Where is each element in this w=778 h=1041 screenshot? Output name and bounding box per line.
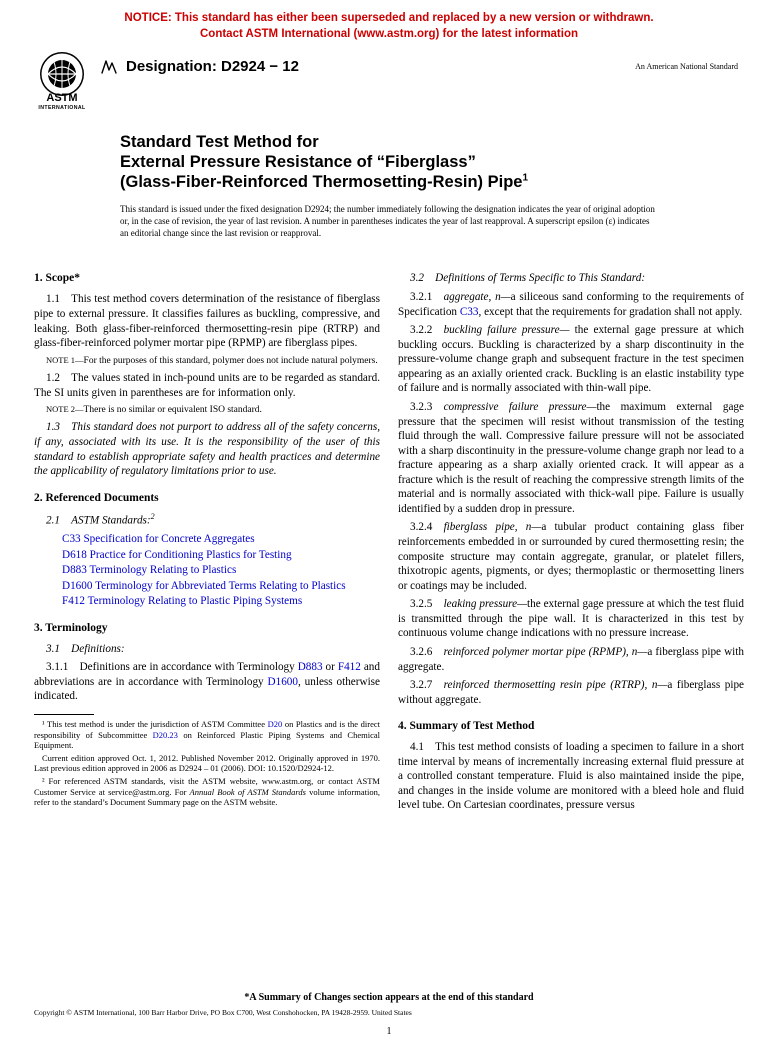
note1-label: NOTE 1—: [46, 355, 84, 365]
designation-block: Designation: D2924 − 12: [100, 50, 635, 81]
ref-title-link[interactable]: Terminology Relating to Plastics: [89, 564, 236, 576]
reference-list: C33 Specification for Concrete Aggregate…: [34, 532, 380, 609]
document-title: Standard Test Method for External Pressu…: [0, 112, 778, 198]
term-3-1: 3.1 Definitions:: [34, 642, 380, 657]
title-line3: (Glass-Fiber-Reinforced Thermosetting-Re…: [120, 173, 522, 191]
note-1: NOTE 1—For the purposes of this standard…: [34, 355, 380, 367]
notice-line1: NOTICE: This standard has either been su…: [124, 12, 653, 24]
link-c33[interactable]: C33: [460, 306, 479, 318]
def-num: 3.2.5: [410, 598, 444, 610]
def-3-2-2: 3.2.2 buckling failure pressure— the ext…: [398, 323, 744, 396]
notice-line2: Contact ASTM International (www.astm.org…: [200, 28, 578, 40]
def-term: buckling failure pressure—: [444, 324, 570, 336]
link-d1600[interactable]: D1600: [268, 676, 298, 688]
def-term: reinforced polymer mortar pipe (RPMP), n…: [444, 646, 648, 658]
issuance-paragraph: This standard is issued under the fixed …: [0, 198, 778, 247]
astm-logo: ASTM INTERNATIONAL: [34, 50, 90, 112]
header-row: ASTM INTERNATIONAL Designation: D2924 − …: [0, 46, 778, 112]
body-columns: 1. Scope* 1.1 This test method covers de…: [0, 247, 778, 817]
title-sup: 1: [522, 173, 528, 184]
ref-item: D618 Practice for Conditioning Plastics …: [46, 548, 380, 563]
def-term: aggregate, n—: [444, 291, 511, 303]
footnote-1b: Current edition approved Oct. 1, 2012. P…: [34, 753, 380, 774]
fn1-link1[interactable]: D20: [268, 719, 283, 729]
def-body-b: , except that the requirements for grada…: [478, 306, 742, 318]
ref-title-link[interactable]: Practice for Conditioning Plastics for T…: [90, 549, 292, 561]
def-term: reinforced thermosetting resin pipe (RTR…: [444, 679, 668, 691]
term-3-1-1: 3.1.1 Definitions are in accordance with…: [34, 660, 380, 704]
def-num: 3.2.2: [410, 324, 444, 336]
term-3-2: 3.2 Definitions of Terms Specific to Thi…: [398, 271, 744, 286]
ref-item: C33 Specification for Concrete Aggregate…: [46, 532, 380, 547]
withdrawal-notice: NOTICE: This standard has either been su…: [0, 0, 778, 46]
t311b: or: [323, 661, 338, 673]
def-term: fiberglass pipe, n—: [444, 521, 542, 533]
ref-code-link[interactable]: F412: [62, 595, 85, 607]
footnote-1: ¹ This test method is under the jurisdic…: [34, 719, 380, 751]
def-num: 3.2.3: [410, 401, 444, 413]
refdocs-sup: 2: [151, 512, 155, 521]
fn1-link2[interactable]: D20.23: [153, 730, 178, 740]
footnotes: ¹ This test method is under the jurisdic…: [34, 719, 380, 808]
scope-1-1: 1.1 This test method covers determinatio…: [34, 292, 380, 350]
designation-text: Designation: D2924 − 12: [126, 58, 299, 75]
def-num: 3.2.7: [410, 679, 444, 691]
page-number: 1: [0, 1026, 778, 1037]
footnote-divider: [34, 714, 94, 715]
summary-changes-note: *A Summary of Changes section appears at…: [0, 992, 778, 1003]
left-column: 1. Scope* 1.1 This test method covers de…: [34, 259, 380, 817]
def-3-2-5: 3.2.5 leaking pressure—the external gage…: [398, 597, 744, 641]
scope-heading: 1. Scope*: [34, 271, 380, 286]
def-3-2-3: 3.2.3 compressive failure pressure—the m…: [398, 400, 744, 517]
footnote-2: ² For referenced ASTM standards, visit t…: [34, 776, 380, 808]
def-num: 3.2.4: [410, 521, 444, 533]
def-body: the maximum external gage pressure that …: [398, 401, 744, 515]
link-d883[interactable]: D883: [298, 661, 323, 673]
t311a: 3.1.1 Definitions are in accordance with…: [46, 661, 298, 673]
ref-code-link[interactable]: D1600: [62, 580, 92, 592]
refdocs-sub: 2.1 ASTM Standards:2: [34, 512, 380, 528]
scope-1-3: 1.3 This standard does not purport to ad…: [34, 420, 380, 478]
note1-body: For the purposes of this standard, polym…: [84, 356, 378, 366]
def-3-2-6: 3.2.6 reinforced polymer mortar pipe (RP…: [398, 645, 744, 674]
def-3-2-7: 3.2.7 reinforced thermosetting resin pip…: [398, 678, 744, 707]
ref-item: D883 Terminology Relating to Plastics: [46, 563, 380, 578]
note2-label: NOTE 2—: [46, 404, 84, 414]
link-f412[interactable]: F412: [338, 661, 361, 673]
def-term: leaking pressure—: [444, 598, 527, 610]
ref-code-link[interactable]: D618: [62, 549, 87, 561]
def-3-2-1: 3.2.1 aggregate, n—a siliceous sand conf…: [398, 290, 744, 319]
title-line1: Standard Test Method for: [120, 133, 319, 151]
note2-body: There is no similar or equivalent ISO st…: [84, 405, 262, 415]
scope-1-2: 1.2 The values stated in inch-pound unit…: [34, 371, 380, 400]
terminology-heading: 3. Terminology: [34, 621, 380, 636]
summary-heading: 4. Summary of Test Method: [398, 719, 744, 734]
ref-title-link[interactable]: Terminology for Abbreviated Terms Relati…: [95, 580, 346, 592]
refdocs-sub-text: 2.1 ASTM Standards:: [46, 514, 151, 526]
ref-item: D1600 Terminology for Abbreviated Terms …: [46, 579, 380, 594]
ref-item: F412 Terminology Relating to Plastic Pip…: [46, 594, 380, 609]
title-line2: External Pressure Resistance of “Fibergl…: [120, 153, 476, 171]
fn1a: ¹ This test method is under the jurisdic…: [42, 719, 268, 729]
def-num: 3.2.6: [410, 646, 444, 658]
svg-text:INTERNATIONAL: INTERNATIONAL: [38, 105, 86, 111]
def-num: 3.2.1: [410, 291, 444, 303]
def-3-2-4: 3.2.4 fiberglass pipe, n—a tubular produ…: [398, 520, 744, 593]
ans-label: An American National Standard: [635, 50, 738, 71]
ref-code-link[interactable]: D883: [62, 564, 87, 576]
copyright-line: Copyright © ASTM International, 100 Barr…: [34, 1008, 412, 1017]
ref-title-link[interactable]: Terminology Relating to Plastic Piping S…: [88, 595, 303, 607]
summary-4-1: 4.1 This test method consists of loading…: [398, 740, 744, 813]
ref-code-link[interactable]: C33: [62, 533, 81, 545]
ref-title-link[interactable]: Specification for Concrete Aggregates: [83, 533, 254, 545]
designation-icon: [100, 58, 118, 81]
note-2: NOTE 2—There is no similar or equivalent…: [34, 404, 380, 416]
fn2-ital: Annual Book of ASTM Standards: [190, 787, 306, 797]
def-term: compressive failure pressure—: [444, 401, 597, 413]
refdocs-heading: 2. Referenced Documents: [34, 491, 380, 506]
right-column: 3.2 Definitions of Terms Specific to Thi…: [398, 259, 744, 817]
svg-text:ASTM: ASTM: [46, 92, 77, 104]
